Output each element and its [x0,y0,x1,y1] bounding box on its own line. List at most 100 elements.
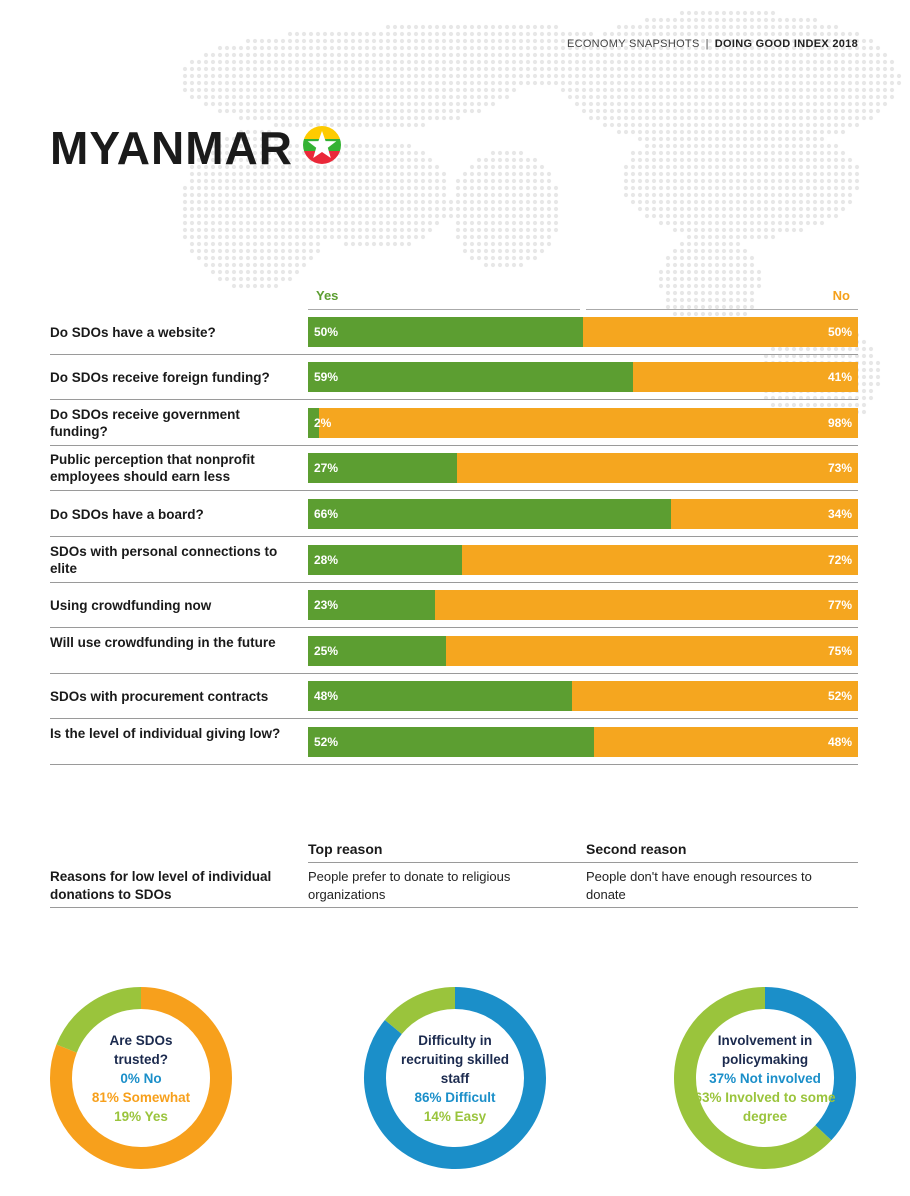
top-reason-header: Top reason [308,841,383,857]
top-reason-text: People prefer to donate to religious org… [308,869,511,902]
bar-yes-label: 25% [314,644,339,658]
bar-row-label: SDOs with personal connections to elite [50,544,278,576]
header-report: DOING GOOD INDEX 2018 [714,38,858,50]
bar-no-label: 34% [827,507,852,521]
bar-yes-label: 28% [314,553,339,567]
bar-yes-label: 23% [314,598,339,612]
bar-row-label: Do SDOs have a board? [50,507,204,522]
bar-yes-segment [308,362,633,392]
bar-row-label: Is the level of individual giving low? [50,726,281,741]
header-rule-yes [308,309,580,310]
donut-slice [364,987,546,1169]
bar-row-label: Will use crowdfunding in the future [50,635,276,650]
donut-trusted-line-somewhat: 81% Somewhat [91,1089,191,1105]
donut-trusted: Are SDOs trusted? 0% No 81% Somewhat 19%… [48,985,234,1171]
bar-no-label: 52% [827,689,852,703]
bar-no-label: 50% [827,325,852,339]
donut-policymaking-title: Involvement in policymaking [717,1032,813,1067]
bar-yes-segment [308,681,572,711]
page-header: ECONOMY SNAPSHOTS | DOING GOOD INDEX 2018 [567,38,858,50]
bar-no-segment: 48% 52% [308,681,858,711]
bar-row-rule [50,718,858,719]
bar-no-label: 98% [827,416,852,430]
bar-yes-label: 59% [314,370,339,384]
page-title: MYANMAR [50,122,293,174]
second-reason-text: People don't have enough resources to do… [586,869,812,902]
bar-row-label: Do SDOs receive foreign funding? [50,370,270,385]
bar-row-label: Using crowdfunding now [50,598,212,613]
bar-no-label: 73% [827,461,852,475]
bar-no-segment: 50% 50% [308,317,858,347]
reasons-question: Reasons for low level of individual dona… [50,869,272,902]
bar-row-rule [50,445,858,446]
donut-recruiting-line-easy: 14% Easy [423,1108,487,1124]
bar-row-rule [50,582,858,583]
bar-no-label: 48% [827,735,852,749]
donut-recruiting-ring [364,987,546,1169]
donut-slice [384,987,456,1035]
reasons-header-rule [308,862,858,863]
bar-row-rule [50,354,858,355]
bar-no-segment: 66% 34% [308,499,858,529]
world-map-background [182,10,902,429]
bar-row-rule [50,536,858,537]
bar-yes-segment [308,408,319,438]
donut-recruiting-title: Difficulty in recruiting skilled staff [400,1032,510,1086]
donut-trusted-line-no: 0% No [120,1070,162,1086]
bar-yes-segment [308,727,594,757]
bar-yes-label: 52% [314,735,339,749]
header-section: ECONOMY SNAPSHOTS [566,38,700,50]
bar-no-segment: 23% 77% [308,590,858,620]
bar-no-label: 75% [827,644,852,658]
bar-no-label: 72% [827,553,852,567]
donut-trusted-ring [50,987,232,1169]
bar-row-label: Public perception that nonprofit employe… [50,452,255,484]
bar-no-segment: 27% 73% [308,453,858,483]
bar-no-segment: 28% 72% [308,545,858,575]
bar-yes-label: 66% [314,507,339,521]
donut-trusted-title: Are SDOs trusted? [109,1032,173,1067]
bar-row-rule [50,399,858,400]
bar-yes-segment [308,590,435,620]
donut-slice [674,987,832,1169]
donut-policymaking-line-involved: 63% Involved to some degree [694,1089,836,1124]
donut-policymaking-ring [674,987,856,1169]
myanmar-flag-icon [303,126,341,164]
bar-yes-segment [308,317,583,347]
bar-yes-segment [308,453,457,483]
bar-yes-label: 48% [314,689,339,703]
donut-policymaking: Involvement in policymaking 37% Not invo… [672,985,858,1171]
bar-row-rule [50,764,858,765]
bar-yes-segment [308,499,671,529]
second-reason-header: Second reason [586,841,687,857]
donut-slice [56,987,142,1053]
bar-yes-label: 50% [314,325,339,339]
bar-no-label: 77% [827,598,852,612]
donut-slice [50,987,232,1169]
bar-no-segment: 52% 48% [308,727,858,757]
bar-no-segment: 59% 41% [308,362,858,392]
bar-yes-label: 2% [314,416,332,430]
bar-no-segment: 25% 75% [308,636,858,666]
header-rule-no [586,309,858,310]
reasons-bottom-rule [50,907,858,908]
bar-row-rule [50,490,858,491]
bar-row-rule [50,673,858,674]
donut-policymaking-line-not-involved: 37% Not involved [709,1070,821,1086]
bar-no-segment: 2% 98% [308,408,858,438]
bar-no-label: 41% [827,370,852,384]
bar-row-label: Do SDOs have a website? [50,325,216,340]
bar-row-rule [50,627,858,628]
donut-recruiting-line-difficult: 86% Difficult [414,1089,496,1105]
donut-trusted-line-yes: 19% Yes [114,1108,168,1124]
legend-no: No [832,288,850,303]
bar-yes-label: 27% [314,461,339,475]
bar-yes-segment [308,545,462,575]
bar-row-label: SDOs with procurement contracts [50,689,269,704]
legend-yes: Yes [316,288,339,303]
donut-slice [764,987,856,1141]
bar-yes-segment [308,636,446,666]
header-separator: | [705,38,709,50]
donut-recruiting: Difficulty in recruiting skilled staff 8… [362,985,548,1171]
bar-row-label: Do SDOs receive government funding? [50,407,240,439]
